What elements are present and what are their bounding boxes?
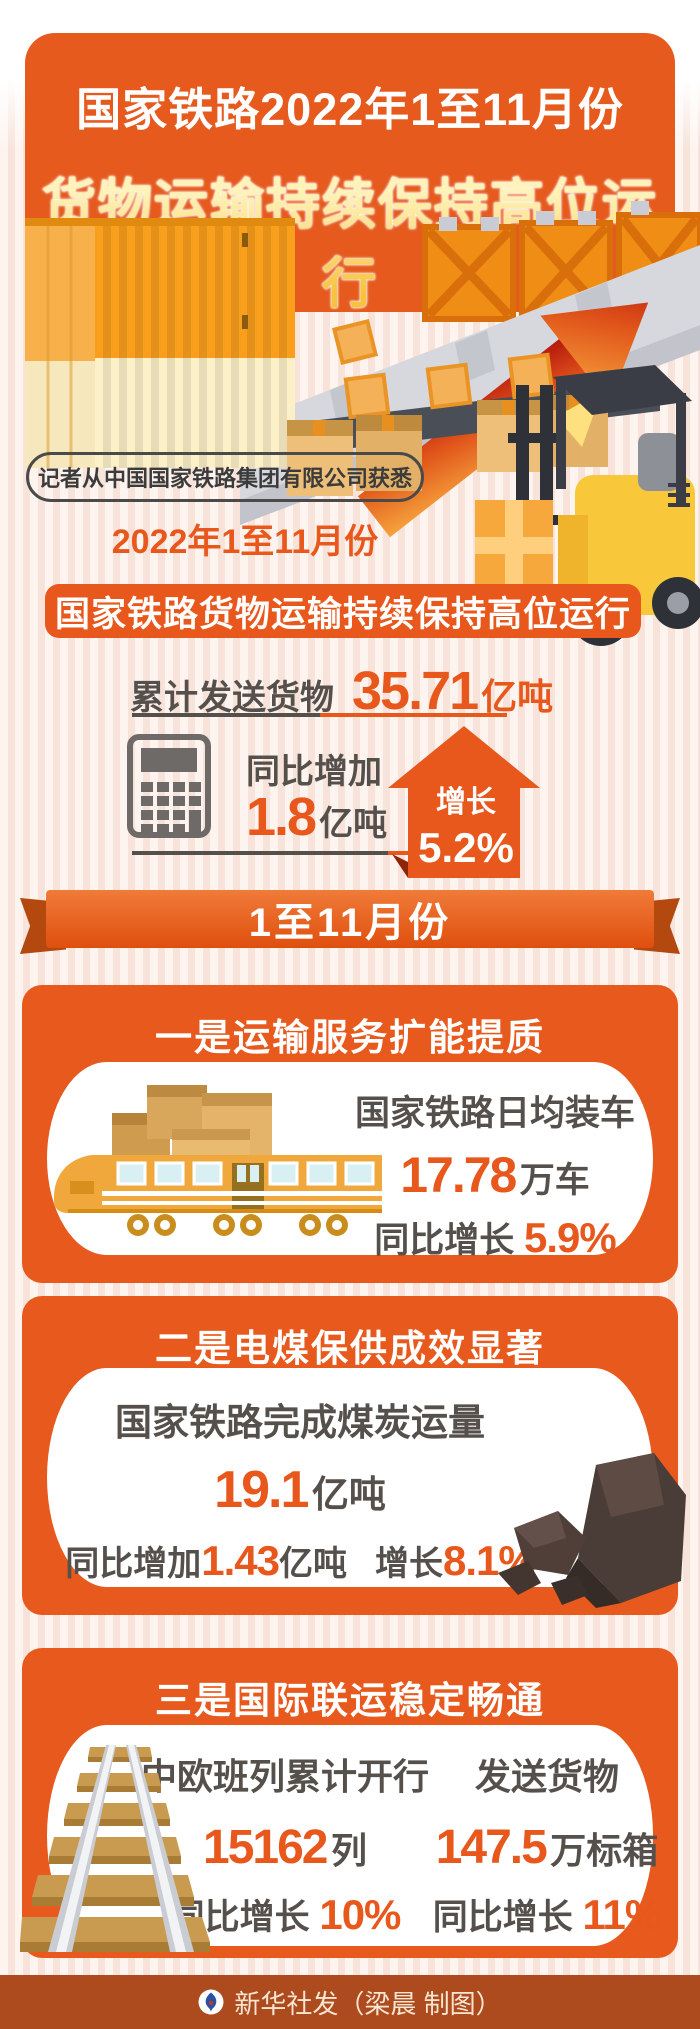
period-text: 2022年1至11月份 (111, 523, 379, 561)
section1-yoy-label: 同比增长 (374, 1221, 515, 1260)
col2-unit: 万标箱 (550, 1830, 659, 1871)
section1-label: 国家铁路日均装车 (354, 1094, 635, 1133)
section2-yoy-value: 1.43 (201, 1537, 280, 1584)
statement-banner: 国家铁路货物运输持续保持高位运行 (45, 584, 641, 638)
yoy-increase-unit: 亿吨 (319, 805, 388, 843)
section-transport-service: 一是运输服务扩能提质 (22, 985, 678, 1283)
col2-yoy-value: 11% (582, 1891, 663, 1938)
section2-growth-label: 增长 (375, 1545, 443, 1583)
col1-value: 15162 (203, 1821, 328, 1874)
col2-label: 发送货物 (474, 1756, 619, 1797)
col2-yoy-label: 同比增长 (432, 1898, 573, 1937)
freight-illustration (25, 201, 700, 646)
total-unit: 亿吨 (481, 676, 554, 717)
section3-header: 三是国际联运稳定畅通 (155, 1680, 545, 1721)
yoy-increase-value-row: 1.8 亿吨 (246, 786, 387, 848)
source-text: 记者从中国国家铁路集团有限公司获悉 (37, 466, 412, 491)
col1-label: 中欧班列累计开行 (140, 1756, 429, 1797)
xinhua-logo-icon (198, 1989, 224, 2015)
section-coal-supply: 二是电煤保供成效显著 国家铁路完成煤炭运量 19.1 亿吨 同比增加1.43亿吨… (22, 1296, 686, 1615)
total-value: 35.71 (352, 661, 479, 721)
section-international-transport: 三是国际联运稳定畅通 中欧班列累计开行 15162 列 同比增长 (20, 1648, 678, 1958)
divider-top (132, 713, 507, 717)
railway-track-icon (20, 1745, 210, 1952)
total-label: 累计发送货物 (130, 679, 334, 717)
container-icon (25, 218, 295, 468)
coal-pile-icon (498, 1453, 686, 1608)
growth-label: 增长 (436, 786, 496, 819)
credit-text: 新华社发（梁晨 制图） (234, 1988, 502, 2019)
section2-yoy-label: 同比增加 (65, 1545, 202, 1583)
period-ribbon: 1至11月份 (0, 888, 700, 958)
growth-arrow-icon: 增长 5.2% (388, 726, 540, 878)
total-freight-row: 累计发送货物 35.71 亿吨 (130, 660, 553, 722)
yoy-increase-value: 1.8 (246, 787, 317, 847)
section2-header: 二是电煤保供成效显著 (155, 1328, 545, 1369)
freight-train-icon (54, 1085, 382, 1236)
section1-stats: 国家铁路日均装车 17.78 万车 同比增长 5.9% (330, 1085, 660, 1263)
section3-column-cargo: 发送货物 147.5 万标箱 同比增长 11% (407, 1748, 687, 1940)
source-pill: 记者从中国国家铁路集团有限公司获悉 (26, 452, 424, 502)
section2-unit: 亿吨 (311, 1474, 386, 1515)
ribbon-label: 1至11月份 (46, 890, 654, 948)
section1-value: 17.78 (400, 1147, 517, 1203)
yoy-increase-label: 同比增加 (246, 753, 382, 791)
calculator-icon (127, 734, 211, 838)
section2-yoy-unit: 亿吨 (279, 1545, 347, 1583)
col1-unit: 列 (330, 1830, 367, 1871)
footer-credit-bar: 新华社发（梁晨 制图） (0, 1975, 700, 2029)
section1-yoy-value: 5.9% (524, 1214, 617, 1261)
section2-value: 19.1 (214, 1461, 309, 1519)
col2-value: 147.5 (435, 1821, 548, 1874)
section2-label: 国家铁路完成煤炭运量 (115, 1402, 485, 1443)
title-line1: 国家铁路2022年1至11月份 (76, 84, 624, 135)
col1-yoy-value: 10% (319, 1891, 401, 1938)
growth-value: 5.2% (418, 824, 514, 871)
section2-stats: 国家铁路完成煤炭运量 19.1 亿吨 同比增加1.43亿吨 增长8.1% (50, 1392, 550, 1585)
section1-header: 一是运输服务扩能提质 (155, 1017, 545, 1058)
section1-unit: 万车 (519, 1161, 590, 1200)
